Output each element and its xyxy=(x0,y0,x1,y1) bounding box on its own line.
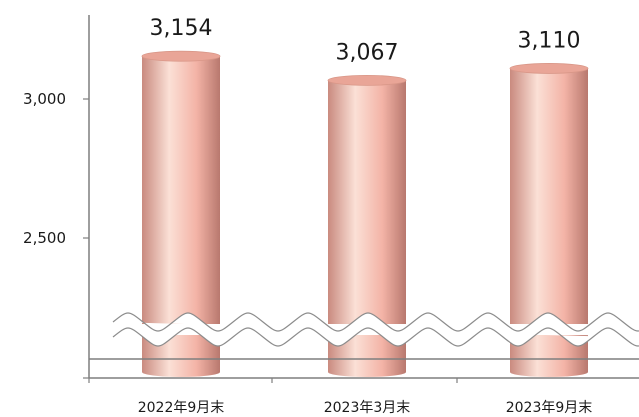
bar-body xyxy=(142,56,220,377)
labels-layer: 3,154 2022年9月末 3,067 2023年3月末 3,110 2023年9月末 2… xyxy=(23,16,592,416)
bar-1 xyxy=(141,50,221,377)
break-line-lower xyxy=(112,327,639,347)
y-tick-label: 2,500 xyxy=(23,229,66,247)
data-label: 3,067 xyxy=(336,40,399,65)
data-label: 3,154 xyxy=(150,16,213,41)
break-band xyxy=(113,313,639,346)
category-label: 2023年3月末 xyxy=(324,400,411,416)
axes xyxy=(83,15,639,383)
axis-break xyxy=(112,312,639,347)
break-line-upper xyxy=(112,312,639,332)
bar-top xyxy=(327,74,407,86)
bar-3 xyxy=(509,63,589,378)
bar-top xyxy=(509,63,589,74)
bar-body xyxy=(510,68,588,378)
bar-2 xyxy=(327,74,407,378)
category-label: 2023年9月末 xyxy=(506,400,593,416)
bar-body xyxy=(328,80,406,378)
break-band-fill xyxy=(113,324,626,335)
category-label: 2022年9月末 xyxy=(138,400,225,416)
bars-layer xyxy=(141,50,589,378)
y-tick-label: 3,000 xyxy=(23,90,66,108)
bar-top xyxy=(141,50,221,62)
data-label: 3,110 xyxy=(518,28,581,53)
